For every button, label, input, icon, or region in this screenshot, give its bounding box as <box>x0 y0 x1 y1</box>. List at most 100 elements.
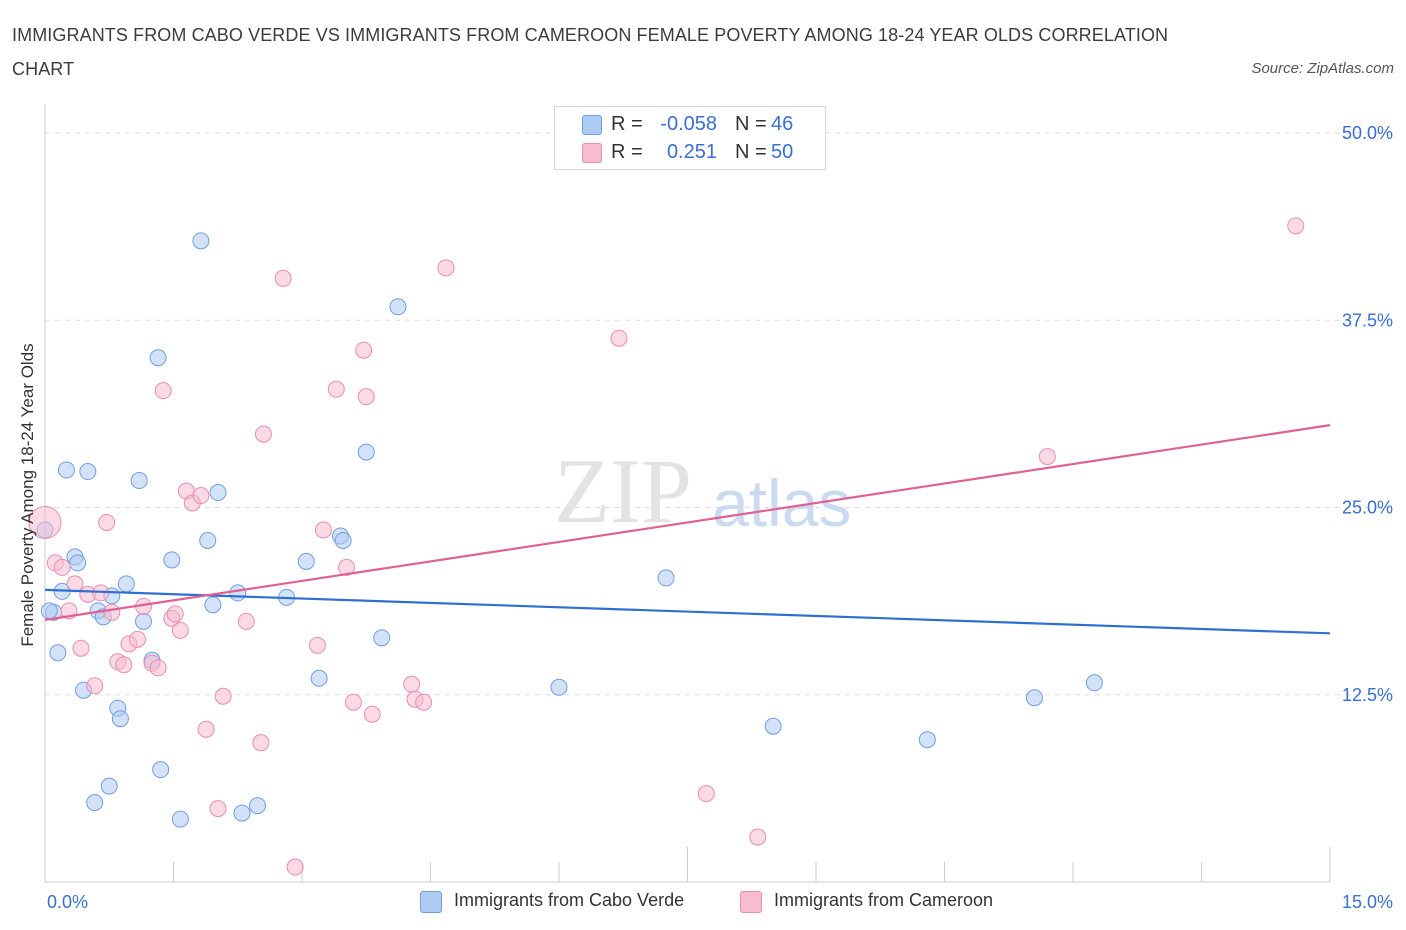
cameroon-point <box>66 575 84 593</box>
legend-swatch-blue <box>582 115 602 135</box>
cabo-verde-point <box>111 710 129 728</box>
cabo-verde-point <box>49 644 67 662</box>
legend-swatch-pink <box>582 143 602 163</box>
cameroon-point <box>1287 217 1305 235</box>
cameroon-point <box>1038 448 1056 466</box>
cabo-verde-point <box>135 612 153 630</box>
cameroon-point <box>254 425 272 443</box>
cabo-verde-point <box>357 443 375 461</box>
cameroon-point <box>72 639 90 657</box>
chart-title: IMMIGRANTS FROM CABO VERDE VS IMMIGRANTS… <box>12 25 1169 79</box>
cameroon-point <box>171 621 189 639</box>
cabo-verde-point <box>199 531 217 549</box>
cameroon-point <box>98 513 116 531</box>
cabo-verde-point <box>550 678 568 696</box>
cameroon-point <box>327 380 345 398</box>
cabo-verde-point <box>130 472 148 490</box>
legend-row-cameroon: R = 0.251 N = 50 <box>555 138 825 166</box>
legend-r-value: 0.251 <box>666 141 717 163</box>
grid-layer <box>45 132 1392 696</box>
cameroon-point <box>344 693 362 711</box>
x-tick-label: 0.0% <box>47 892 88 912</box>
bottom-legend-label: Immigrants from Cameroon <box>774 890 994 910</box>
cabo-verde-point <box>163 551 181 569</box>
cameroon-point <box>149 659 167 677</box>
cabo-verde-point <box>918 731 936 749</box>
legend-n-label: N = <box>735 141 767 163</box>
cameroon-point <box>53 558 71 576</box>
cameroon-point <box>314 521 332 539</box>
cabo-verde-point <box>152 761 170 779</box>
bottom-legend-label: Immigrants from Cabo Verde <box>454 890 685 910</box>
watermark: ZIP atlas <box>554 440 851 542</box>
cameroon-point <box>338 558 356 576</box>
cameroon-point <box>154 382 172 400</box>
cameroon-point <box>129 630 147 648</box>
y-tick-label: 12.5% <box>1342 685 1393 705</box>
cabo-verde-point <box>1025 689 1043 707</box>
cameroon-point <box>86 677 104 695</box>
cameroon-point <box>197 720 215 738</box>
cameroon-point <box>697 785 715 803</box>
cabo-verde-point <box>1085 674 1103 692</box>
cameroon-point <box>209 800 227 818</box>
cameroon-point <box>308 636 326 654</box>
cabo-verde-point <box>389 298 407 316</box>
legend-n-value: 50 <box>771 141 794 163</box>
legend-n-value: 46 <box>771 113 794 135</box>
points-layer <box>28 217 1305 876</box>
trend-layer <box>44 424 1331 635</box>
cameroon-point <box>286 858 304 876</box>
correlation-legend: R = -0.058 N = 46 R = 0.251 N = 50 <box>554 106 826 170</box>
source-label: Source: ZipAtlas.com <box>1251 60 1394 77</box>
cabo-verde-point <box>373 629 391 647</box>
cameroon-trendline <box>44 424 1331 621</box>
cameroon-point <box>437 259 455 277</box>
y-tick-label: 25.0% <box>1342 498 1393 518</box>
cabo-verde-point <box>248 797 266 815</box>
cabo-verde-point <box>100 777 118 795</box>
cabo-verde-point <box>334 531 352 549</box>
axis-layer <box>44 104 1331 883</box>
cameroon-point <box>28 505 62 539</box>
cameroon-point <box>237 612 255 630</box>
cameroon-point <box>355 341 373 359</box>
cabo-verde-point <box>149 349 167 367</box>
cabo-verde-point <box>192 232 210 250</box>
cabo-verde-point <box>764 717 782 735</box>
y-tick-label: 50.0% <box>1342 123 1393 143</box>
bottom-legend-swatch-blue <box>420 891 442 913</box>
cabo-verde-point <box>209 484 227 502</box>
x-tick-label: 15.0% <box>1342 892 1393 912</box>
legend-r-label: R = <box>611 141 643 163</box>
cameroon-point <box>357 388 375 406</box>
cabo-verde-point <box>233 804 251 822</box>
cabo-verde-point <box>86 794 104 812</box>
legend-n-label: N = <box>735 113 767 135</box>
cabo-verde-point <box>297 552 315 570</box>
watermark-zip: ZIP <box>554 440 692 542</box>
cabo-verde-point <box>657 569 675 587</box>
cameroon-point <box>115 656 133 674</box>
watermark-atlas: atlas <box>712 466 851 540</box>
cameroon-point <box>415 693 433 711</box>
cameroon-point <box>274 269 292 287</box>
cabo-verde-point <box>310 669 328 687</box>
cameroon-point <box>192 487 210 505</box>
tick-labels: 12.5% 25.0% 37.5% 50.0% 0.0% 15.0% <box>47 123 1393 912</box>
y-axis-label: Female Poverty Among 18-24 Year Olds <box>18 343 37 647</box>
cameroon-point <box>214 687 232 705</box>
cabo-verde-trendline <box>44 588 1331 635</box>
y-tick-label: 37.5% <box>1342 310 1393 330</box>
cameroon-point <box>103 603 121 621</box>
cabo-verde-point <box>117 575 135 593</box>
cameroon-point <box>610 329 628 347</box>
cabo-verde-point <box>171 810 189 828</box>
bottom-legend-swatch-pink <box>740 891 762 913</box>
legend-row-cabo-verde: R = -0.058 N = 46 <box>555 110 825 138</box>
cameroon-point <box>363 705 381 723</box>
cabo-verde-point <box>40 602 58 620</box>
cabo-verde-point <box>57 461 75 479</box>
cameroon-point <box>252 734 270 752</box>
